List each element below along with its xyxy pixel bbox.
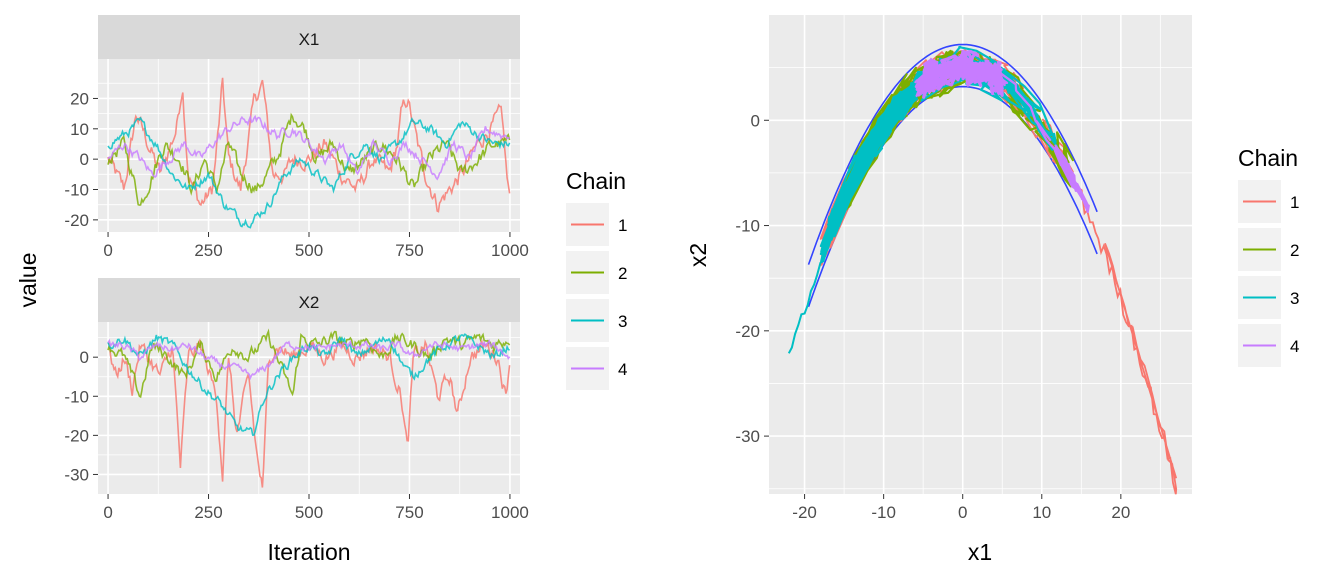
x-tick-label: 750 xyxy=(395,503,423,522)
series-line-chain-4 xyxy=(107,338,511,381)
y-tick-label: -20 xyxy=(64,426,89,445)
series-path-chain-1-tail xyxy=(1072,179,1178,495)
legend-left: Chain 1 2 3 4 xyxy=(566,168,627,390)
y-tick-label: -10 xyxy=(735,217,760,236)
y-tick-label: -10 xyxy=(64,181,89,200)
x-tick-label: 1000 xyxy=(491,241,529,260)
strip-x1 xyxy=(98,15,520,59)
y-tick-label: 0 xyxy=(751,111,760,130)
legend-label-3: 3 xyxy=(618,312,627,331)
y-tick-label: 20 xyxy=(70,89,89,108)
x-tick-label: 20 xyxy=(1111,503,1130,522)
y-tick-label: 10 xyxy=(70,120,89,139)
y-ticks-joint: -30 -20 -10 0 xyxy=(735,111,769,446)
x-tick-label: -10 xyxy=(871,503,896,522)
facet-joint: -30 -20 -10 0 -20 -10 0 10 20 xyxy=(735,15,1192,522)
strip-x1-label: X1 xyxy=(299,30,320,49)
lines-joint xyxy=(787,43,1178,495)
series-path-chain-4 xyxy=(914,57,1090,214)
x-tick-label: 250 xyxy=(194,503,222,522)
boundary-line-upper xyxy=(807,43,1098,265)
series-line-chain-4 xyxy=(107,114,510,181)
y-tick-label: 0 xyxy=(80,348,89,367)
y-ticks-x1: -20 -10 0 10 20 xyxy=(64,89,98,230)
legend-label-4: 4 xyxy=(1290,337,1299,356)
x-tick-label: 750 xyxy=(395,241,423,260)
x-tick-label: 500 xyxy=(295,503,323,522)
facet-x2: X2 -30 -20 -10 0 0 250 500 750 1000 xyxy=(64,278,529,522)
x-ticks-joint: -20 -10 0 10 20 xyxy=(792,494,1130,522)
x-axis-title-left: Iteration xyxy=(267,539,350,565)
y-axis-title-right: x2 xyxy=(685,243,711,267)
x-axis-title-right: x1 xyxy=(968,539,992,565)
legend-label-1: 1 xyxy=(618,216,627,235)
lines-x1 xyxy=(107,77,511,229)
legend-label-3: 3 xyxy=(1290,289,1299,308)
y-tick-label: -20 xyxy=(735,322,760,341)
x-tick-label: 0 xyxy=(103,241,112,260)
legend-right: Chain 1 2 3 4 xyxy=(1238,145,1299,367)
legend-label-2: 2 xyxy=(1290,241,1299,260)
legend-right-title: Chain xyxy=(1238,145,1298,171)
x-ticks-x2: 0 250 500 750 1000 xyxy=(103,494,529,522)
series-line-chain-3 xyxy=(107,116,511,229)
grid-joint xyxy=(769,15,1192,494)
facet-x1: X1 -20 -10 0 10 20 0 250 500 750 1000 xyxy=(64,15,529,260)
legend-label-4: 4 xyxy=(618,360,627,379)
x-tick-label: -20 xyxy=(792,503,817,522)
x-tick-label: 10 xyxy=(1032,503,1051,522)
legend-left-items: 1 2 3 4 xyxy=(566,203,627,390)
x-tick-label: 0 xyxy=(103,503,112,522)
y-tick-label: -30 xyxy=(64,465,89,484)
lines-x2 xyxy=(107,328,511,488)
x-tick-label: 1000 xyxy=(491,503,529,522)
y-tick-label: -10 xyxy=(64,387,89,406)
legend-left-title: Chain xyxy=(566,168,626,194)
x-tick-label: 250 xyxy=(194,241,222,260)
grid-x2 xyxy=(98,322,520,494)
legend-right-items: 1 2 3 4 xyxy=(1238,180,1299,367)
strip-x2-label: X2 xyxy=(299,293,320,312)
grid-x1 xyxy=(98,59,520,232)
y-axis-title-left: value xyxy=(15,253,41,308)
y-tick-label: -30 xyxy=(735,427,760,446)
x-ticks-x1: 0 250 500 750 1000 xyxy=(103,232,529,260)
series-path-chain-3-tail xyxy=(787,222,838,354)
series-line-chain-1 xyxy=(107,77,511,213)
legend-label-1: 1 xyxy=(1290,193,1299,212)
strip-x2 xyxy=(98,278,520,322)
x-tick-label: 500 xyxy=(295,241,323,260)
y-tick-label: -20 xyxy=(64,211,89,230)
x-tick-label: 0 xyxy=(958,503,967,522)
y-ticks-x2: -30 -20 -10 0 xyxy=(64,348,98,484)
y-tick-label: 0 xyxy=(80,150,89,169)
legend-label-2: 2 xyxy=(618,264,627,283)
